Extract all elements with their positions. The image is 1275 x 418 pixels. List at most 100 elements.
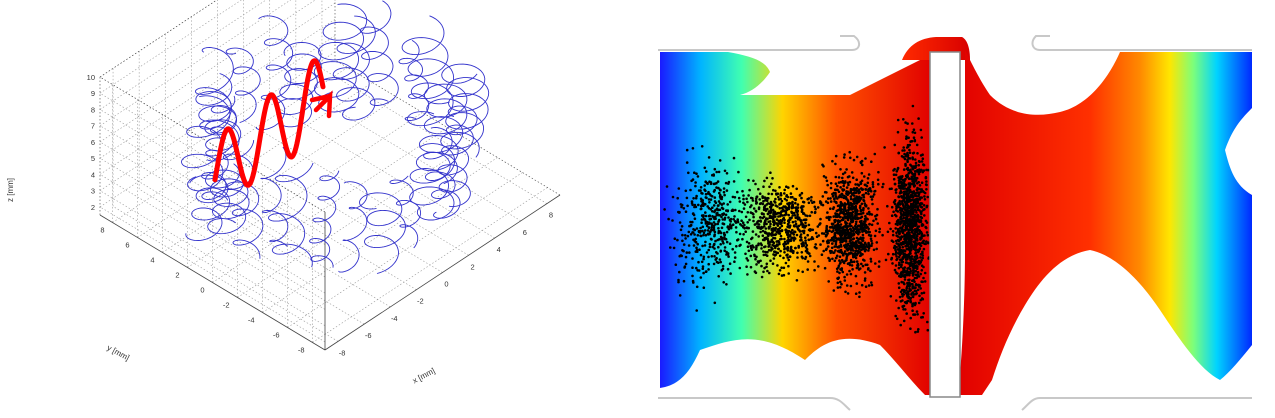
particle <box>849 189 853 193</box>
particle <box>754 182 757 186</box>
particle <box>696 269 699 272</box>
particle <box>797 244 800 248</box>
particle <box>684 210 688 213</box>
particle <box>911 274 915 277</box>
particle <box>908 283 911 287</box>
particle <box>708 242 712 246</box>
particle <box>844 240 848 243</box>
particle <box>908 191 911 194</box>
particle <box>852 194 856 197</box>
particle <box>865 243 868 246</box>
particle <box>767 192 770 196</box>
particle <box>787 264 790 268</box>
particle <box>903 178 906 181</box>
particle <box>686 234 690 238</box>
particle <box>676 238 679 242</box>
particle <box>742 197 745 201</box>
particle <box>910 205 913 208</box>
particle <box>692 213 696 217</box>
particle <box>915 267 919 271</box>
particle <box>775 251 779 255</box>
particle <box>716 238 719 242</box>
particle <box>692 197 695 200</box>
particle <box>857 224 861 227</box>
particle <box>913 208 917 212</box>
particle <box>919 256 922 259</box>
particle <box>914 248 917 252</box>
particle <box>699 253 703 257</box>
particle <box>911 210 914 213</box>
particle <box>849 232 852 235</box>
particle <box>777 239 780 243</box>
particle <box>840 258 844 262</box>
particle <box>770 182 773 186</box>
particle <box>920 236 923 239</box>
particle <box>790 216 793 219</box>
particle <box>749 246 753 250</box>
particle <box>771 247 774 251</box>
particle <box>718 202 722 205</box>
particle <box>765 176 769 180</box>
particle <box>807 228 811 232</box>
particle <box>709 208 712 211</box>
particle <box>736 220 740 224</box>
particle <box>900 217 903 220</box>
particle <box>791 211 795 215</box>
particle <box>907 168 910 172</box>
particle <box>907 172 910 175</box>
particle <box>825 226 828 230</box>
particle <box>695 246 698 250</box>
particle <box>901 149 904 152</box>
particle <box>841 217 845 221</box>
particle <box>733 196 737 199</box>
particle <box>699 186 703 189</box>
particle <box>904 261 908 264</box>
particle <box>908 151 912 154</box>
particle <box>717 170 721 174</box>
particle <box>809 199 813 202</box>
particle <box>801 270 804 274</box>
particle <box>782 266 786 270</box>
particle <box>762 253 766 257</box>
particle <box>721 212 724 216</box>
y-tick-label: 2 <box>175 271 179 280</box>
particle <box>862 236 865 240</box>
particle <box>917 172 921 176</box>
particle <box>765 203 769 206</box>
particle <box>902 216 906 220</box>
particle <box>754 233 758 236</box>
particle <box>692 244 696 247</box>
particle <box>884 258 888 262</box>
particle <box>752 246 755 249</box>
particle <box>703 166 707 170</box>
particle <box>719 231 723 235</box>
particle <box>907 295 910 299</box>
particle <box>767 248 771 252</box>
particle <box>719 188 722 192</box>
particle <box>826 211 829 214</box>
particle <box>711 215 714 218</box>
particle <box>760 212 764 216</box>
particle <box>767 226 771 230</box>
particle <box>894 264 898 267</box>
particle <box>746 273 749 276</box>
particle <box>687 171 690 175</box>
particle <box>766 250 769 254</box>
particle <box>860 283 864 287</box>
particle <box>839 286 842 289</box>
particle <box>921 297 925 301</box>
particle <box>773 215 776 218</box>
particle <box>856 262 860 266</box>
particle <box>894 253 897 256</box>
particle <box>777 211 780 215</box>
particle <box>721 264 725 268</box>
particle <box>926 241 930 244</box>
particle <box>850 264 854 267</box>
particle <box>810 195 813 199</box>
particle <box>807 238 811 242</box>
particle <box>788 224 792 227</box>
particle <box>836 286 840 289</box>
particle <box>908 264 912 268</box>
back-wall-grid-line <box>99 19 336 175</box>
particle <box>812 200 816 204</box>
